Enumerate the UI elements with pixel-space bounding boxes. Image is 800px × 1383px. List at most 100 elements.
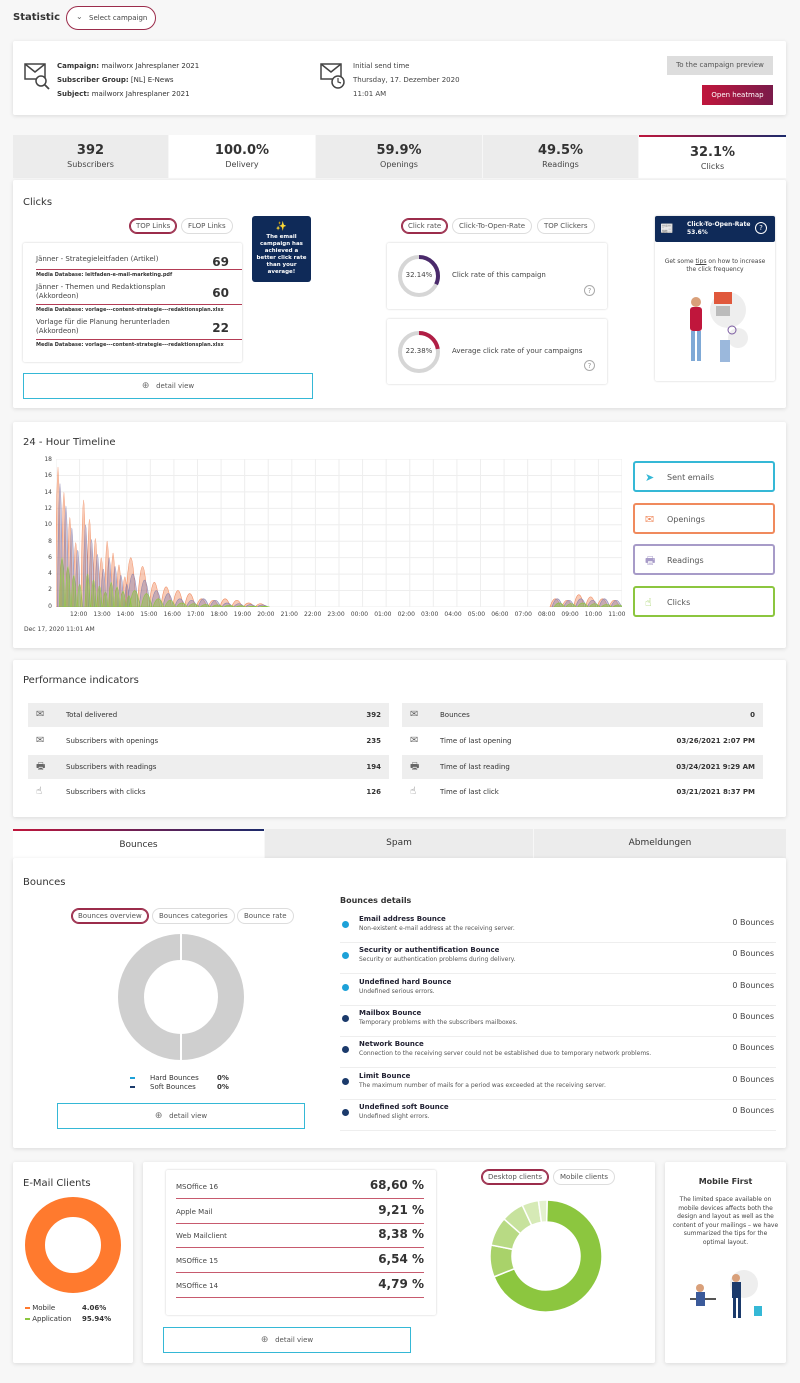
link-count: 60: [212, 286, 229, 300]
timeline-area-readings: [100, 569, 107, 607]
campaign-preview-button[interactable]: To the campaign preview: [667, 56, 773, 75]
timeline-area-clicks: [76, 584, 83, 607]
tab-bounces[interactable]: Bounces: [13, 829, 264, 858]
timeline-area-clicks: [120, 590, 126, 607]
click-rate-average-box: 22.38% Average click rate of your campai…: [387, 319, 607, 384]
legend-value: 0%: [217, 1074, 229, 1082]
select-campaign-button[interactable]: ⌄ Select campaign: [66, 6, 156, 30]
stat-delivery[interactable]: 100.0% Delivery: [169, 135, 315, 178]
legend-openings[interactable]: ✉ Openings: [633, 503, 775, 534]
performance-value: 194: [366, 763, 381, 771]
timeline-area-clicks: [247, 605, 259, 607]
tips-link[interactable]: tips: [695, 258, 707, 265]
legend-clicks[interactable]: ☝ Clicks: [633, 586, 775, 617]
y-tick-label: 4: [48, 570, 52, 578]
performance-label: Time of last click: [440, 788, 499, 796]
bounces-detail-view-button[interactable]: ⊕ detail view: [57, 1103, 305, 1129]
link-underline: [36, 304, 242, 305]
bounce-type-title: Undefined hard Bounce: [359, 977, 452, 986]
timeline-area-clicks: [70, 575, 77, 607]
list-item[interactable]: Jänner - Strategieleitfaden (Artikel) 69…: [36, 255, 242, 285]
stat-clicks[interactable]: 32.1% Clicks: [639, 135, 786, 178]
y-tick-label: 16: [44, 472, 52, 480]
open-heatmap-button[interactable]: Open heatmap: [702, 85, 773, 105]
y-tick-label: 0: [48, 602, 52, 610]
timeline-area-clicks: [90, 580, 97, 607]
timeline-area-clicks: [577, 602, 589, 607]
tab-click-to-open-rate[interactable]: Click-To-Open-Rate: [452, 218, 533, 234]
tab-top-links[interactable]: TOP Links: [129, 218, 178, 234]
x-tick-label: 17:00: [187, 611, 205, 618]
zoom-in-icon: ⊕: [260, 1335, 269, 1345]
performance-row: 🖶 Subscribers with readings 194: [28, 755, 389, 779]
legend-label: Hard Bounces: [150, 1074, 199, 1082]
tab-spam[interactable]: Spam: [265, 829, 533, 858]
client-name: MSOffice 14: [176, 1281, 219, 1290]
bounce-type-title: Undefined soft Bounce: [359, 1102, 449, 1111]
bounce-type-count: 0 Bounces: [732, 949, 774, 959]
x-tick-label: 08:00: [538, 611, 556, 618]
help-icon[interactable]: ?: [584, 360, 595, 371]
list-item[interactable]: Vorlage für die Planung herunterladen (A…: [36, 318, 242, 350]
legend-sent-emails[interactable]: ➤ Sent emails: [633, 461, 775, 492]
legend-label: Readings: [667, 556, 704, 565]
performance-label: Subscribers with openings: [66, 737, 159, 745]
send-time-label: Initial send time: [353, 62, 410, 70]
timeline-title: 24 - Hour Timeline: [23, 437, 116, 448]
legend-readings[interactable]: 🖶 Readings: [633, 544, 775, 575]
bounces-donut: [118, 933, 244, 1061]
bounce-type-desc: Undefined slight errors.: [359, 1112, 430, 1120]
timeline-area-readings: [94, 554, 101, 607]
tips-text: Get some tips on how to increase the cli…: [664, 258, 766, 273]
tab-flop-links[interactable]: FLOP Links: [181, 218, 233, 234]
ctor-badge: 📰 Click-To-Open-Rate 53.6% ?: [655, 216, 775, 242]
x-tick-label: 09:00: [561, 611, 579, 618]
list-item[interactable]: Jänner - Themen und Redaktionsplan (Akko…: [36, 283, 242, 315]
bounce-type-dot: [342, 1108, 349, 1116]
bounce-legend-hard: Hard Bounces 0%: [130, 1074, 240, 1082]
list-item: Limit Bounce The maximum number of mails…: [340, 1069, 776, 1100]
stat-readings[interactable]: 49.5% Readings: [483, 135, 638, 178]
x-tick-label: 04:00: [444, 611, 462, 618]
tab-desktop-clients[interactable]: Desktop clients: [481, 1169, 549, 1185]
bounce-type-title: Limit Bounce: [359, 1071, 411, 1080]
stat-value: 49.5%: [537, 143, 584, 158]
mail-search-icon: [24, 63, 50, 90]
help-icon[interactable]: ?: [755, 222, 767, 234]
tab-abmeldungen[interactable]: Abmeldungen: [534, 829, 786, 858]
tab-bounce-rate[interactable]: Bounce rate: [237, 908, 294, 924]
timeline-area-clicks: [600, 604, 613, 607]
link-media: Media Database: vorlage---content-strate…: [36, 342, 224, 348]
bounce-type-count: 0 Bounces: [732, 1074, 774, 1084]
bounce-type-dot: [342, 983, 349, 991]
bounce-type-dot: [342, 1046, 349, 1054]
tab-bounces-categories[interactable]: Bounces categories: [152, 908, 235, 924]
stat-openings[interactable]: 59.9% Openings: [316, 135, 482, 178]
donut-slice: [493, 1199, 603, 1313]
client-name: Web Mailclient: [176, 1232, 227, 1241]
clients-detail-view-button[interactable]: ⊕ detail view: [163, 1327, 411, 1353]
tab-top-clickers[interactable]: TOP Clickers: [537, 218, 595, 234]
help-icon[interactable]: ?: [584, 285, 595, 296]
performance-value: 126: [366, 788, 381, 796]
stat-subscribers[interactable]: 392 Subscribers: [13, 135, 168, 178]
timeline-area-readings: [62, 505, 69, 607]
badge-text: The email campaign has achieved a better…: [256, 234, 307, 275]
tab-bounces-overview[interactable]: Bounces overview: [71, 908, 149, 924]
legend-swatch: [130, 1077, 135, 1079]
clicks-title: Clicks: [23, 197, 53, 208]
performance-value: 03/21/2021 8:37 PM: [676, 788, 755, 796]
zoom-in-icon: ⊕: [141, 381, 150, 391]
y-tick-label: 12: [44, 504, 52, 512]
performance-label: Total delivered: [66, 711, 118, 719]
better-click-rate-badge: ✨ The email campaign has achieved a bett…: [252, 216, 311, 282]
tab-mobile-clients[interactable]: Mobile clients: [553, 1169, 616, 1185]
tab-click-rate[interactable]: Click rate: [401, 218, 449, 234]
clicks-detail-view-button[interactable]: ⊕ detail view: [23, 373, 313, 399]
client-share: 4,79 %: [378, 1276, 424, 1291]
click-rate-campaign-box: 32.14% Click rate of this campaign ?: [387, 243, 607, 309]
client-legend-mobile: Mobile 4.06%: [25, 1304, 115, 1312]
bounce-type-dot: [342, 952, 349, 960]
legend-value: 95.94%: [82, 1315, 112, 1323]
timeline-area-clicks: [588, 603, 601, 607]
